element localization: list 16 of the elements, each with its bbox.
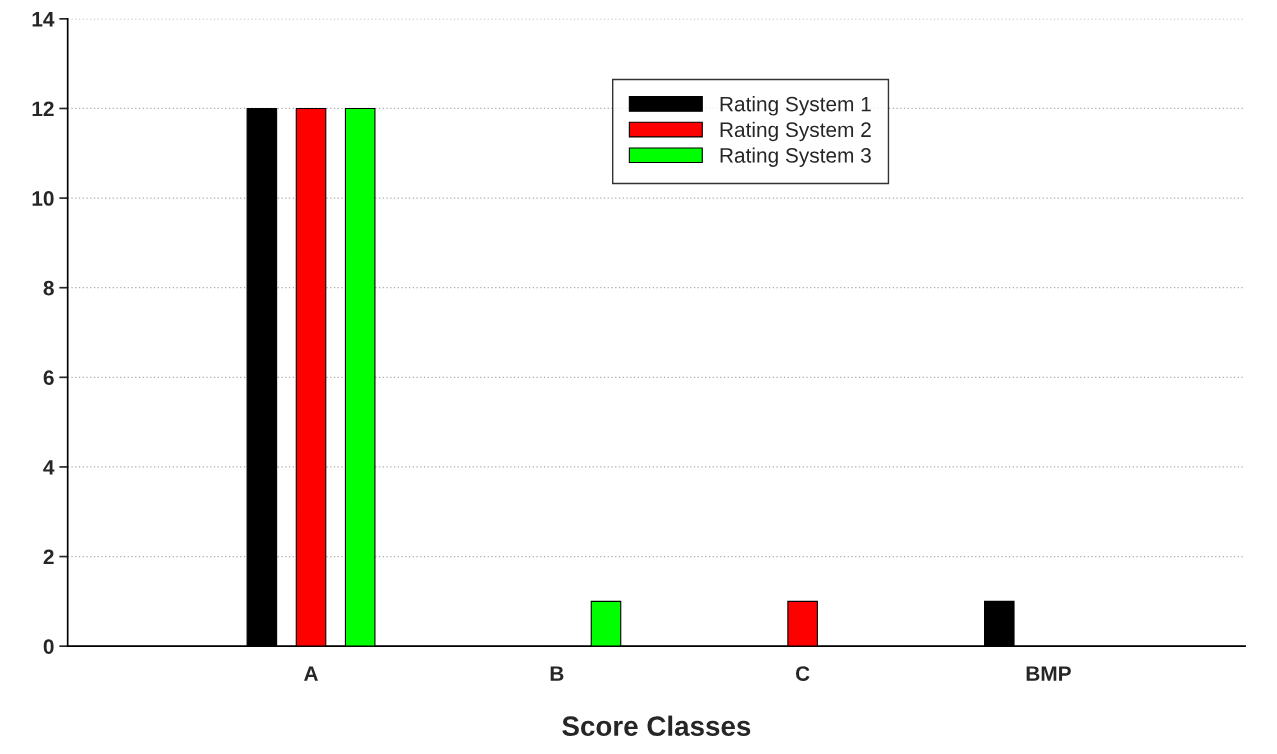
y-tick-label: 12 <box>32 101 54 117</box>
y-tick-label: 4 <box>43 460 55 475</box>
legend-label: Rating System 3 <box>720 147 871 167</box>
y-tick-label: 8 <box>43 280 54 296</box>
y-tick-label: 6 <box>43 370 54 386</box>
y-tick-label: 14 <box>32 12 55 27</box>
legend-label: Rating System 1 <box>720 96 871 116</box>
y-tick-label: 10 <box>32 191 54 206</box>
x-tick-label: B <box>550 666 564 681</box>
x-axis-title: Score Classes <box>562 715 751 736</box>
legend-label: Rating System 2 <box>720 121 871 142</box>
y-tick-label: 2 <box>43 549 54 565</box>
y-tick-label: 0 <box>43 639 54 654</box>
x-tick-label: BMP <box>1026 666 1071 681</box>
x-tick-label: A <box>304 666 318 681</box>
x-tick-label: C <box>795 666 810 681</box>
